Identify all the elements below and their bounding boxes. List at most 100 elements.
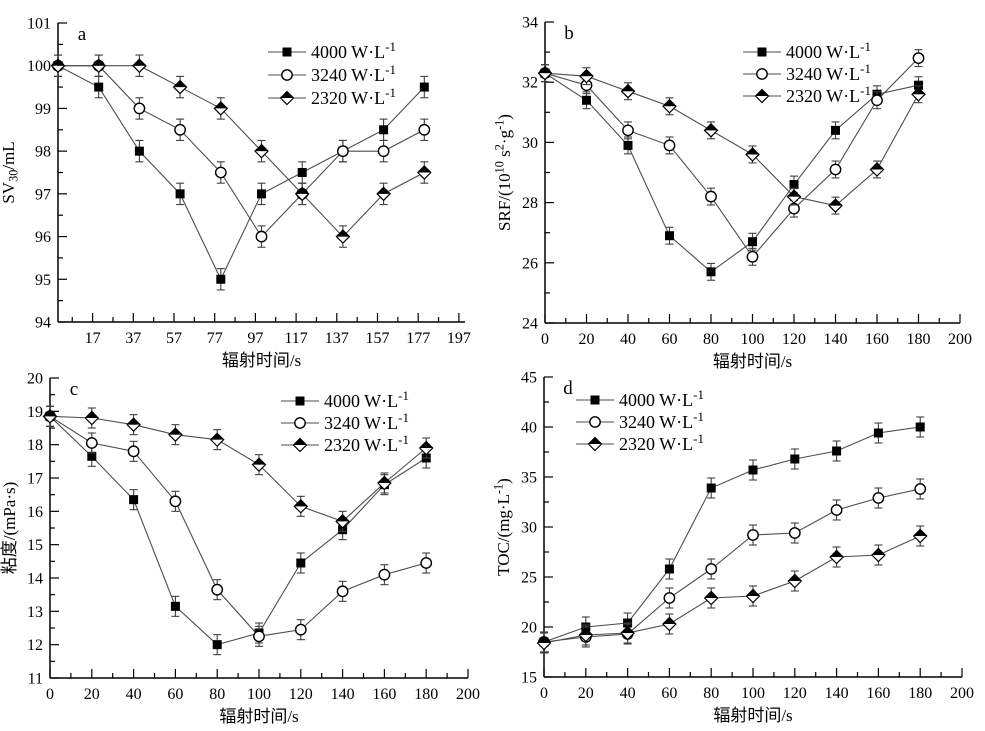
half-filled-diamond-marker: [703, 590, 719, 606]
series-2320: [536, 525, 928, 654]
filled-square-marker: [790, 454, 800, 464]
open-circle-marker: [85, 437, 98, 449]
filled-square-marker: [706, 267, 716, 277]
open-circle-marker: [663, 592, 676, 604]
x-tick-label: 60: [167, 686, 183, 703]
open-circle-marker: [255, 230, 268, 243]
half-filled-diamond-marker: [871, 547, 886, 563]
filled-square-marker: [282, 47, 292, 57]
y-tick-label: 30: [521, 520, 537, 537]
y-tick-label: 20: [27, 371, 43, 388]
y-axis-title: 粘度/(mPa·s): [0, 482, 19, 575]
filled-square-marker: [94, 82, 104, 92]
filled-square-marker: [212, 640, 222, 650]
half-filled-diamond-marker: [335, 229, 351, 244]
y-tick-label: 18: [27, 437, 43, 454]
half-filled-diamond-marker: [536, 635, 552, 651]
filled-square-marker: [257, 189, 266, 199]
half-filled-diamond-marker: [587, 436, 603, 452]
open-circle-marker: [746, 250, 759, 263]
x-tick-label: 160: [866, 685, 890, 702]
series-line: [543, 535, 921, 644]
y-tick-label: 32: [522, 75, 538, 92]
legend-label: 4000 W·L-1: [786, 39, 871, 62]
open-circle-marker: [872, 492, 885, 504]
x-tick-label: 40: [126, 686, 142, 703]
open-circle-marker: [830, 504, 843, 516]
y-tick-label: 35: [521, 470, 537, 487]
y-tick-label: 24: [522, 316, 538, 333]
y-tick-label: 100: [27, 58, 51, 75]
x-tick-label: 137: [325, 330, 349, 347]
half-filled-diamond-marker: [376, 186, 391, 202]
half-filled-diamond-marker: [620, 83, 636, 99]
series-2320: [537, 64, 926, 215]
filled-square-marker: [295, 396, 305, 406]
filled-square-marker: [582, 95, 591, 105]
open-circle-marker: [912, 52, 925, 65]
axes: [57, 23, 465, 323]
x-tick-label: 117: [284, 330, 307, 347]
ticks: [58, 22, 460, 323]
x-tick-label: 0: [46, 686, 54, 703]
series-3240: [539, 49, 925, 266]
filled-square-marker: [748, 237, 757, 247]
filled-square-marker: [832, 446, 842, 456]
open-circle-marker: [214, 166, 227, 179]
axes: [544, 22, 960, 324]
half-filled-diamond-marker: [828, 198, 843, 213]
filled-square-marker: [623, 140, 633, 150]
series-2320: [42, 405, 434, 532]
y-tick-label: 40: [521, 420, 537, 437]
y-tick-label: 34: [522, 15, 538, 32]
x-tick-label: 160: [865, 331, 889, 348]
filled-square-marker: [757, 47, 767, 57]
open-circle-marker: [756, 68, 768, 80]
x-tick-label: 160: [372, 686, 396, 703]
x-axis-title: 辐射时间/s: [219, 707, 298, 726]
filled-square-marker: [419, 82, 429, 92]
open-circle-marker: [418, 123, 431, 136]
half-filled-diamond-marker: [745, 147, 760, 162]
legend-label: 3240 W·L-1: [311, 62, 396, 85]
half-filled-diamond-marker: [579, 68, 594, 84]
y-tick-label: 26: [522, 255, 538, 272]
open-circle-marker: [829, 163, 842, 176]
half-filled-diamond-marker: [42, 408, 58, 424]
open-circle-marker: [169, 495, 182, 508]
y-tick-label: 15: [27, 537, 43, 554]
filled-square-marker: [134, 146, 144, 156]
open-circle-marker: [377, 145, 390, 158]
x-tick-label: 0: [540, 685, 548, 702]
half-filled-diamond-marker: [254, 143, 269, 159]
filled-square-marker: [748, 465, 758, 475]
open-circle-marker: [914, 483, 927, 495]
x-axis-title: 辐射时间/s: [713, 352, 792, 371]
legend-label: 4000 W·L-1: [311, 39, 396, 62]
y-tick-label: 16: [27, 504, 43, 521]
open-circle-marker: [174, 123, 187, 136]
y-tick-label: 98: [35, 144, 51, 161]
half-filled-diamond-marker: [416, 165, 432, 180]
open-circle-marker: [589, 416, 601, 428]
y-tick-label: 94: [35, 315, 51, 332]
panel-letter: c: [70, 379, 78, 400]
filled-square-marker: [216, 274, 226, 284]
x-tick-label: 80: [703, 331, 719, 348]
series-line: [49, 415, 427, 646]
filled-square-marker: [379, 125, 389, 135]
filled-square-marker: [873, 428, 883, 438]
half-filled-diamond-marker: [911, 86, 926, 102]
y-axis-title: SV30/mL: [0, 141, 21, 203]
half-filled-diamond-marker: [209, 432, 225, 448]
half-filled-diamond-marker: [754, 88, 770, 104]
x-tick-label: 0: [541, 331, 549, 348]
open-circle-marker: [336, 145, 349, 158]
series-4000: [539, 416, 925, 653]
x-tick-label: 20: [578, 685, 594, 702]
filled-square-marker: [175, 189, 185, 199]
x-tick-label: 120: [782, 331, 806, 348]
open-circle-marker: [420, 557, 433, 569]
panel-d: 0 20 40 60 80 100 120 140 160 180 200 15 20 25 30 35 40 4…: [492, 370, 974, 726]
